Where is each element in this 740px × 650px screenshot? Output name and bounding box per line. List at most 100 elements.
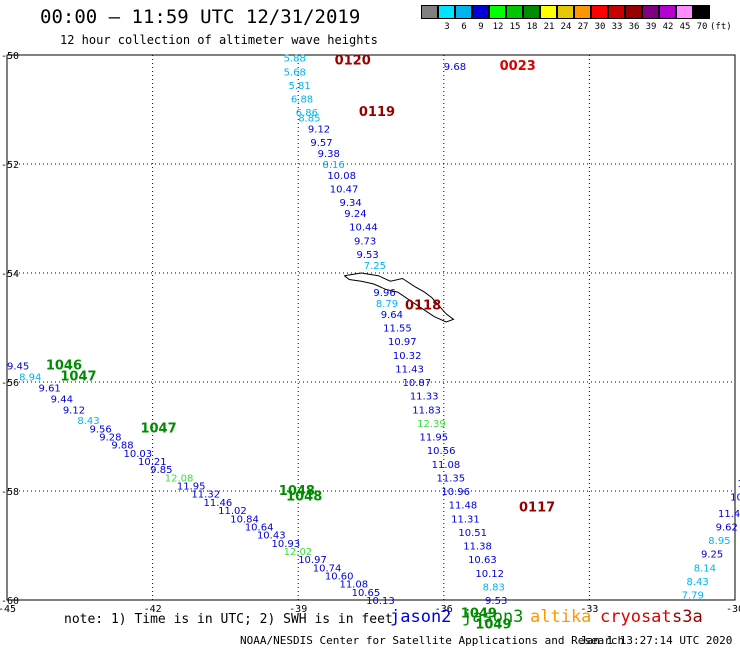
lon-tick-label: -33 [580, 604, 598, 615]
lon-tick-label: -36 [435, 604, 453, 615]
wave-height-label: 9.68 [444, 62, 466, 73]
map-frame [6, 54, 736, 601]
wave-height-label: 5.68 [284, 67, 306, 78]
wave-height-label: 10.44 [730, 492, 740, 503]
legend-swatch [574, 5, 591, 19]
pass-time-label: 0117 [519, 500, 555, 515]
wave-height-label: 12.02 [284, 547, 313, 558]
pass-time-label: 1049 [475, 618, 511, 633]
wave-height-label: 11.33 [410, 392, 439, 403]
wave-height-label: 11.08 [432, 460, 461, 471]
wave-height-label: 11.48 [449, 501, 478, 512]
wave-height-label: 11.32 [191, 490, 220, 501]
wave-height-label: 10.32 [393, 351, 422, 362]
wave-height-label: 10.21 [138, 457, 167, 468]
wave-height-label: 9.25 [701, 550, 723, 561]
wave-height-label: 11.38 [463, 542, 492, 553]
wave-height-label: 10.44 [349, 223, 378, 234]
wave-height-label: 10.74 [313, 563, 342, 574]
legend-swatch [523, 5, 540, 19]
wave-height-label: 11.35 [437, 473, 466, 484]
wave-height-label: 9.57 [310, 138, 332, 149]
wave-height-label: 8.83 [483, 582, 505, 593]
wave-height-label: 8.85 [298, 114, 320, 125]
wave-height-label: 8.16 [322, 160, 344, 171]
wave-height-label: 11.95 [420, 433, 449, 444]
legend-swatch [676, 5, 693, 19]
pass-time-label: 1047 [140, 421, 176, 436]
pass-time-label: 1047 [60, 370, 96, 385]
wave-height-label: 11.08 [339, 580, 368, 591]
pass-time-label: 0120 [335, 53, 371, 68]
footer-note: note: 1) Time is in UTC; 2) SWH is in fe… [64, 612, 393, 627]
wave-height-label: 10.96 [441, 487, 470, 498]
wave-height-label: 10.97 [298, 555, 327, 566]
wave-height-label: 9.88 [111, 441, 133, 452]
wave-height-label: 12.08 [165, 473, 194, 484]
wave-height-label: 10.84 [230, 514, 259, 525]
wave-height-label: 10.87 [403, 378, 432, 389]
wave-height-label: 11.41 [718, 509, 740, 520]
wave-height-label: 9.53 [485, 596, 507, 607]
lat-tick-label: -60 [1, 596, 19, 607]
wave-height-label: 9.45 [7, 362, 29, 373]
color-legend: (ft) 3 6 9 12 15 18 21 24 27 30 33 36 39 42 45 70 [421, 5, 732, 37]
wave-height-label: 9.53 [356, 250, 378, 261]
pass-time-label: 1046 [46, 359, 82, 374]
wave-height-label: 11.02 [218, 506, 247, 517]
wave-height-label: 10.65 [352, 588, 381, 599]
wave-height-label: 10.12 [475, 569, 504, 580]
legend-swatch [540, 5, 557, 19]
legend-label: 24 [560, 22, 572, 32]
legend-swatch [591, 5, 608, 19]
legend-label: 39 [645, 22, 657, 32]
legend-label: 12 [492, 22, 504, 32]
legend-label: 42 [662, 22, 674, 32]
wave-height-label: 9.12 [308, 125, 330, 136]
lat-tick-label: -56 [1, 378, 19, 389]
wave-height-label: 10.60 [325, 571, 354, 582]
legend-swatch [438, 5, 455, 19]
wave-height-label: 11.95 [177, 482, 206, 493]
wave-height-label: 12.39 [417, 419, 446, 430]
satellite-jason2: jason2 [390, 607, 452, 627]
wave-height-label: 8.94 [19, 373, 41, 384]
wave-height-label: 9.38 [318, 149, 340, 160]
legend-label: 27 [577, 22, 589, 32]
wave-height-label: 9.28 [99, 433, 121, 444]
wave-height-label: 10.08 [327, 171, 356, 182]
wave-height-label: 9.44 [51, 394, 73, 405]
wave-height-label: 10.51 [458, 528, 487, 539]
legend-swatch [642, 5, 659, 19]
legend-swatch [608, 5, 625, 19]
wave-height-label: 10.64 [245, 522, 274, 533]
wave-height-label: 11.31 [451, 514, 480, 525]
credit-text: NOAA/NESDIS Center for Satellite Applica… [240, 634, 625, 647]
legend-swatch [472, 5, 489, 19]
wave-height-label: 8.14 [694, 563, 716, 574]
pass-time-label: 1048 [279, 484, 315, 499]
wave-height-label: 10.93 [272, 539, 301, 550]
wave-height-label: 9.24 [344, 209, 366, 220]
wave-height-label: 9.62 [716, 522, 738, 533]
wave-height-label: 10.62 [737, 479, 740, 490]
generated-timestamp: Jan 1 13:27:14 UTC 2020 [580, 634, 733, 647]
lon-tick-label: -39 [289, 604, 307, 615]
legend-label: 9 [478, 22, 484, 32]
wave-height-label: 9.85 [150, 465, 172, 476]
legend-swatch [455, 5, 472, 19]
wave-height-label: 10.97 [388, 337, 417, 348]
wave-height-label: 9.73 [354, 236, 376, 247]
legend-label: 3 [444, 22, 450, 32]
wave-height-label: 6.86 [296, 108, 318, 119]
wave-height-label: 9.56 [90, 424, 112, 435]
wave-height-label: 7.79 [682, 591, 704, 602]
wave-height-label: 10.47 [330, 185, 359, 196]
pass-time-label: 1048 [286, 489, 322, 504]
legend-swatch [693, 5, 710, 19]
wave-height-label: 8.79 [376, 299, 398, 310]
lat-tick-label: -50 [1, 51, 19, 62]
legend-label: 36 [628, 22, 640, 32]
legend-label: 45 [679, 22, 691, 32]
